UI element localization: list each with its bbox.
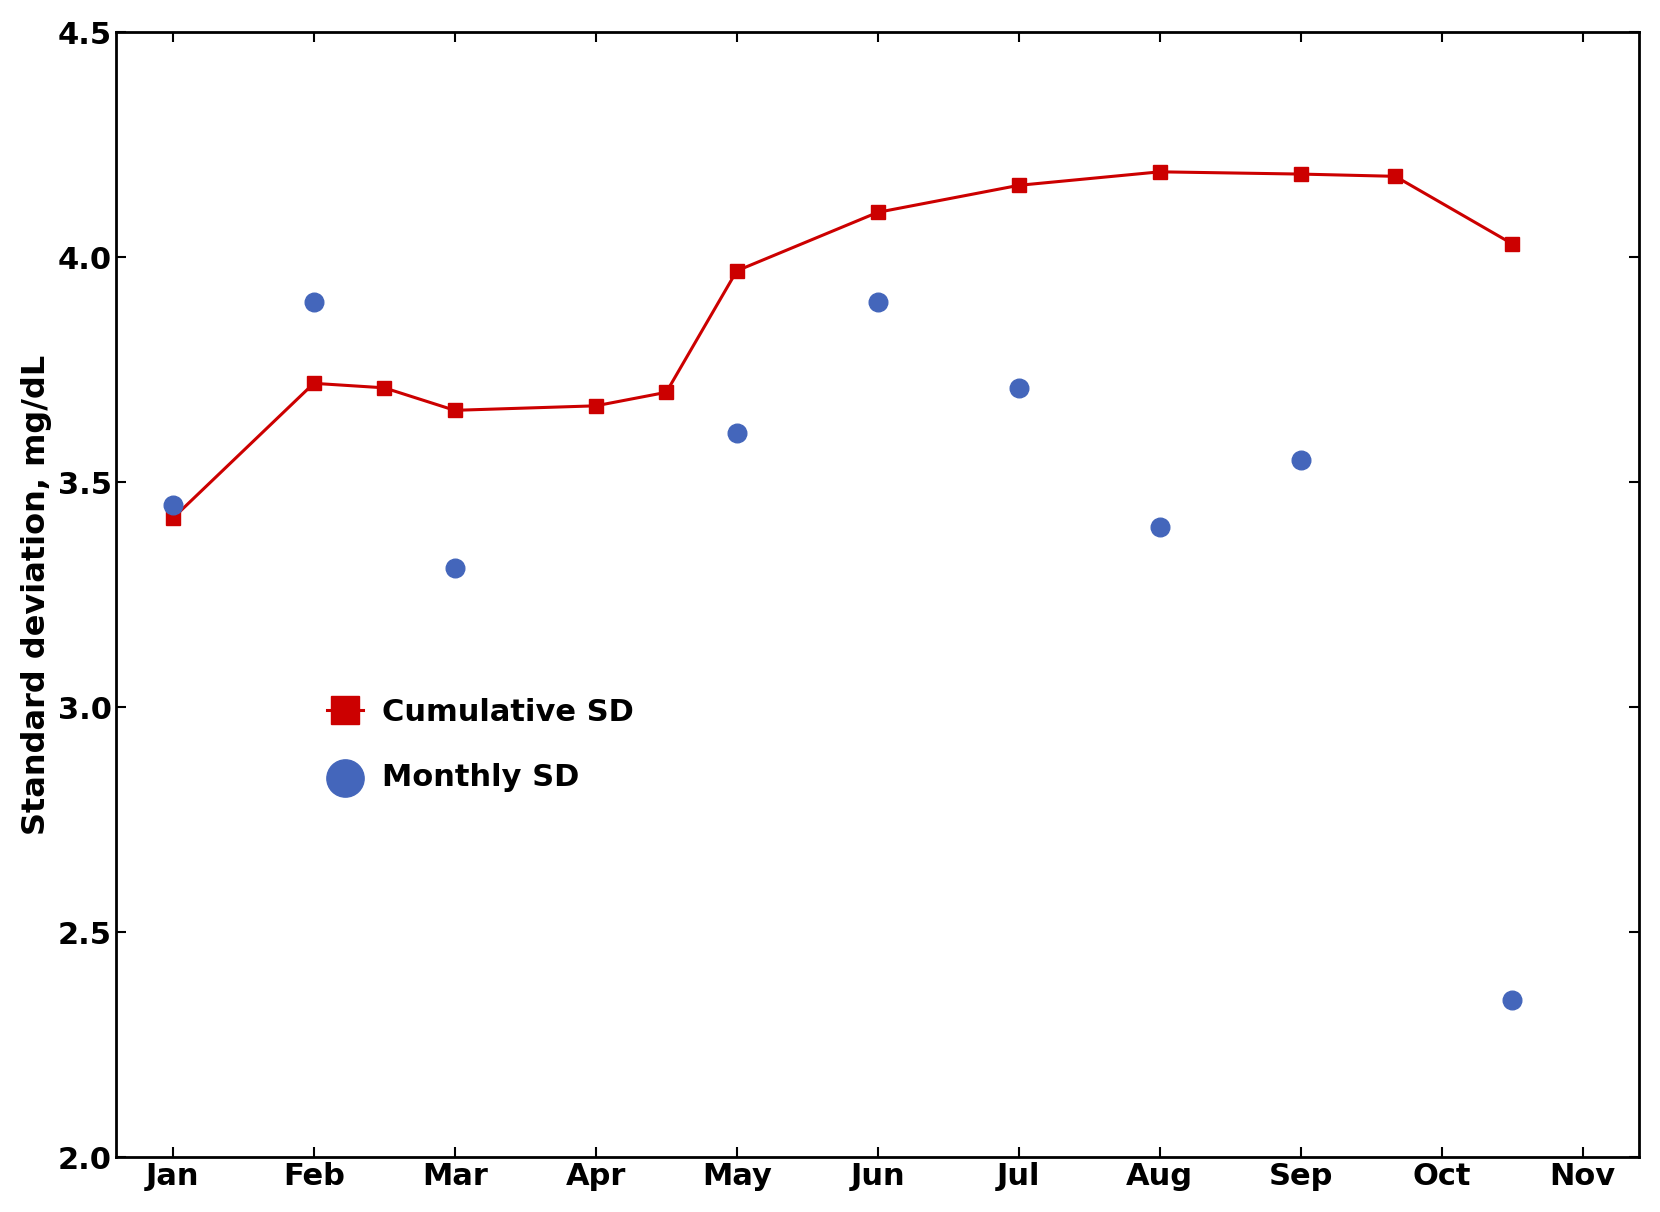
Cumulative SD [374, 381, 393, 395]
Monthly SD [159, 496, 186, 515]
Cumulative SD [304, 376, 324, 390]
Cumulative SD [868, 205, 888, 219]
Cumulative SD [727, 263, 747, 278]
Legend: Cumulative SD, Monthly SD: Cumulative SD, Monthly SD [314, 686, 646, 805]
Monthly SD [1147, 518, 1174, 537]
Y-axis label: Standard deviation, mg/dL: Standard deviation, mg/dL [22, 355, 51, 835]
Monthly SD [442, 558, 468, 577]
Cumulative SD [656, 385, 676, 400]
Cumulative SD [163, 511, 183, 526]
Cumulative SD [1502, 236, 1522, 251]
Monthly SD [300, 292, 327, 311]
Monthly SD [724, 423, 750, 442]
Cumulative SD [1009, 178, 1029, 193]
Cumulative SD [1150, 165, 1170, 179]
Monthly SD [1288, 450, 1315, 469]
Cumulative SD [1291, 167, 1311, 182]
Monthly SD [1006, 378, 1033, 398]
Cumulative SD [586, 399, 606, 413]
Line: Cumulative SD: Cumulative SD [166, 165, 1519, 525]
Cumulative SD [1386, 168, 1406, 183]
Cumulative SD [445, 404, 465, 418]
Monthly SD [865, 292, 891, 311]
Monthly SD [1499, 990, 1526, 1010]
